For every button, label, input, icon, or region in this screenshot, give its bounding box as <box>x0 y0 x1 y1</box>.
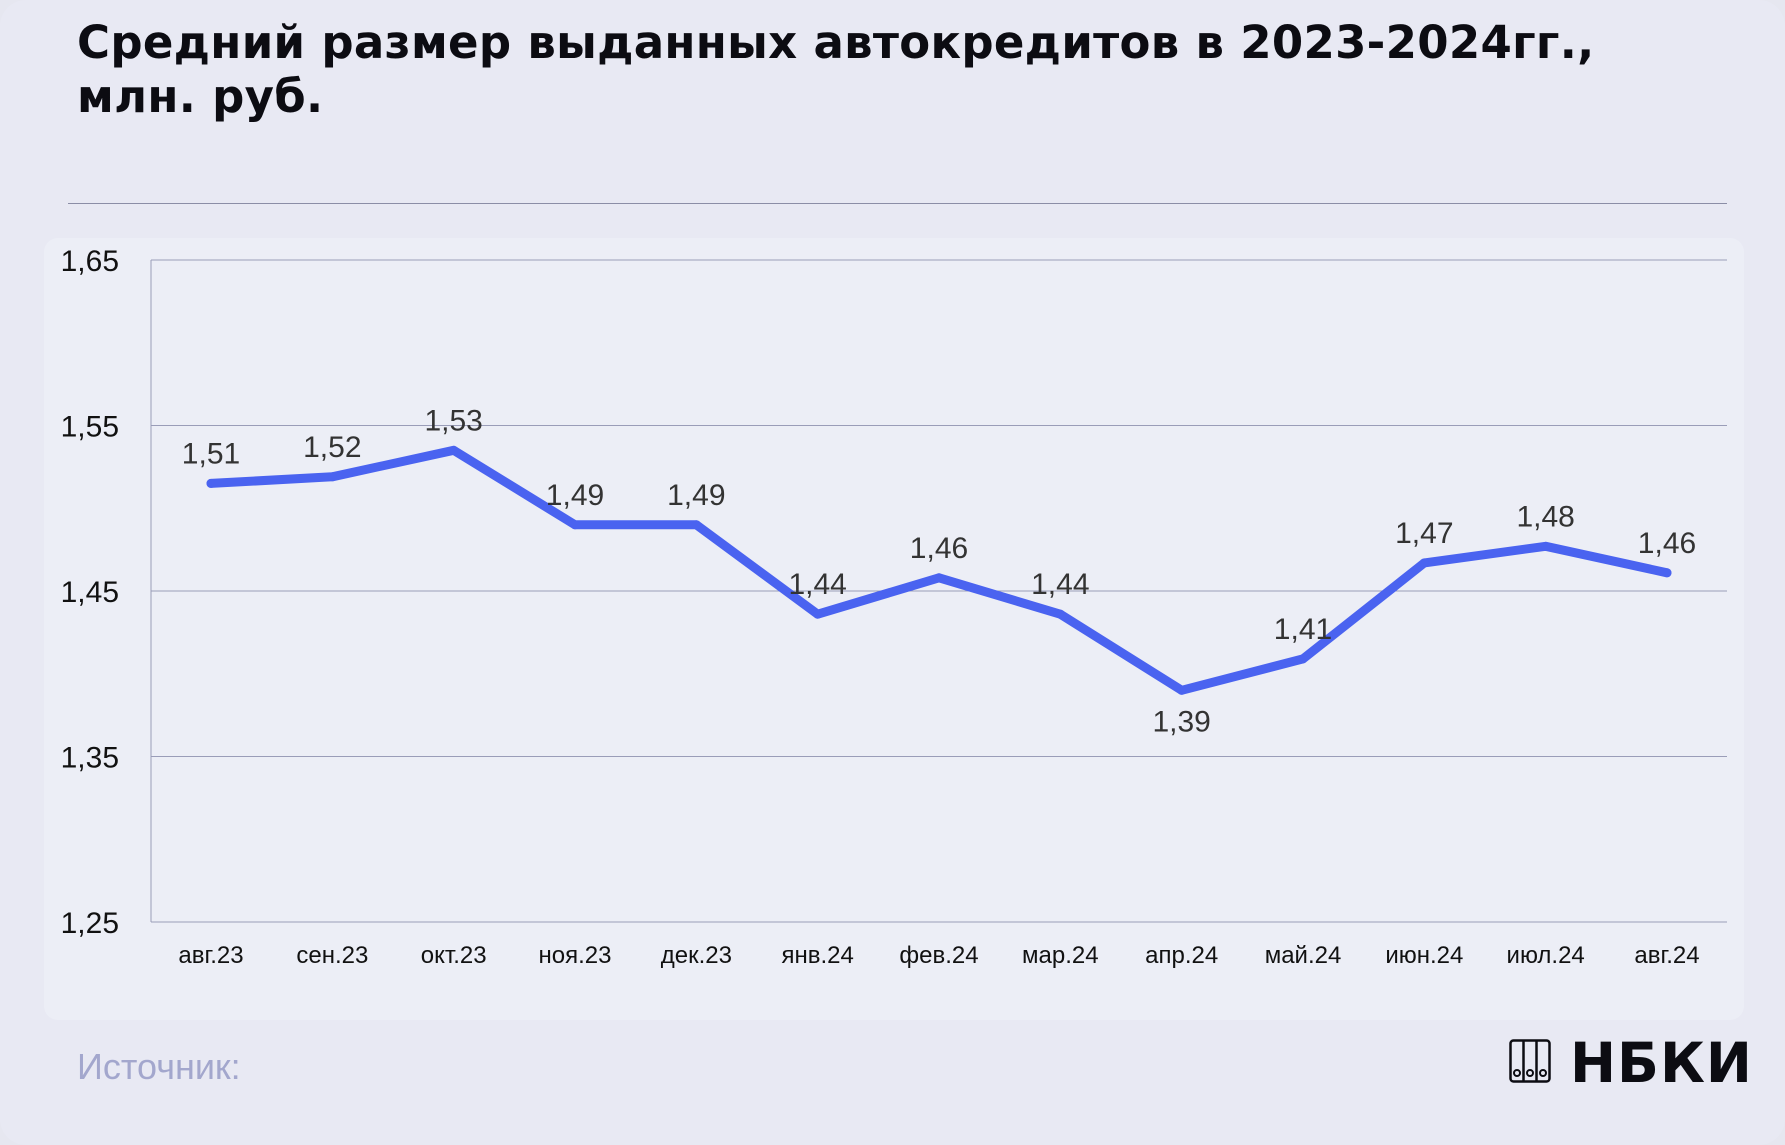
x-tick-label: ноя.23 <box>539 942 612 969</box>
data-point <box>1055 609 1065 619</box>
nbki-logo: НБКИ <box>1509 1033 1752 1093</box>
data-point <box>1419 558 1429 568</box>
data-label: 1,41 <box>1274 613 1332 646</box>
y-tick-label: 1,55 <box>61 411 119 444</box>
x-tick-label: мар.24 <box>1022 942 1099 969</box>
series-line <box>206 445 1672 695</box>
data-label: 1,46 <box>1638 527 1696 560</box>
y-tick-label: 1,35 <box>61 742 119 775</box>
y-tick-label: 1,65 <box>61 245 119 278</box>
x-tick-label: дек.23 <box>661 942 732 969</box>
data-point <box>1662 568 1672 578</box>
data-label: 1,53 <box>424 404 482 437</box>
data-point <box>570 520 580 530</box>
x-tick-label: фев.24 <box>899 942 978 969</box>
data-label: 1,51 <box>182 437 240 470</box>
data-label: 1,49 <box>546 479 604 512</box>
data-point <box>327 472 337 482</box>
data-label: 1,39 <box>1152 705 1210 738</box>
data-label: 1,44 <box>788 568 846 601</box>
title-divider <box>68 203 1727 204</box>
data-point <box>813 609 823 619</box>
data-point <box>449 445 459 455</box>
x-tick-label: авг.23 <box>178 942 243 969</box>
data-label: 1,44 <box>1031 568 1089 601</box>
data-point <box>1177 685 1187 695</box>
chart-title: Средний размер выданных автокредитов в 2… <box>77 16 1595 123</box>
x-tick-label: июл.24 <box>1507 942 1585 969</box>
source-label: Источник: <box>77 1046 241 1087</box>
x-tick-label: июн.24 <box>1385 942 1463 969</box>
data-label: 1,48 <box>1516 500 1574 533</box>
data-label: 1,47 <box>1395 517 1453 550</box>
y-tick-label: 1,25 <box>61 907 119 940</box>
chart-panel <box>44 238 1744 1020</box>
data-point <box>206 478 216 488</box>
x-tick-label: окт.23 <box>421 942 487 969</box>
data-point <box>1541 541 1551 551</box>
data-label: 1,46 <box>910 532 968 565</box>
x-tick-label: авг.24 <box>1634 942 1699 969</box>
data-label: 1,52 <box>303 431 361 464</box>
x-tick-label: май.24 <box>1265 942 1342 969</box>
archive-logo-icon <box>1509 1039 1551 1083</box>
data-point <box>1298 654 1308 664</box>
data-point <box>934 573 944 583</box>
x-tick-label: апр.24 <box>1145 942 1218 969</box>
data-point <box>691 520 701 530</box>
x-tick-label: сен.23 <box>296 942 368 969</box>
data-label: 1,49 <box>667 479 725 512</box>
y-tick-label: 1,45 <box>61 576 119 609</box>
x-tick-label: янв.24 <box>781 942 853 969</box>
logo-text: НБКИ <box>1570 1031 1753 1095</box>
